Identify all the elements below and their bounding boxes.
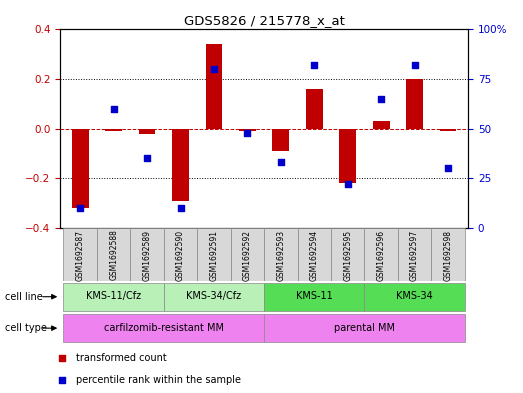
Text: percentile rank within the sample: percentile rank within the sample bbox=[76, 375, 241, 385]
Text: GSM1692587: GSM1692587 bbox=[76, 230, 85, 281]
Bar bbox=[97, 228, 130, 281]
Bar bbox=[231, 228, 264, 281]
Point bbox=[176, 205, 185, 211]
Bar bbox=[139, 129, 155, 134]
Bar bbox=[264, 228, 298, 281]
Text: GSM1692595: GSM1692595 bbox=[343, 230, 352, 281]
Text: GSM1692594: GSM1692594 bbox=[310, 230, 319, 281]
Bar bbox=[298, 228, 331, 281]
Bar bbox=[63, 283, 164, 311]
Bar bbox=[373, 121, 390, 129]
Point bbox=[76, 205, 84, 211]
Text: GSM1692589: GSM1692589 bbox=[143, 230, 152, 281]
Text: cell line: cell line bbox=[5, 292, 43, 302]
Bar bbox=[63, 228, 97, 281]
Bar bbox=[72, 129, 88, 208]
Bar bbox=[264, 314, 465, 342]
Bar bbox=[431, 228, 465, 281]
Bar bbox=[365, 283, 465, 311]
Point bbox=[310, 62, 319, 68]
Text: GSM1692597: GSM1692597 bbox=[410, 230, 419, 281]
Text: GDS5826 / 215778_x_at: GDS5826 / 215778_x_at bbox=[184, 14, 345, 27]
Bar bbox=[164, 283, 264, 311]
Bar bbox=[164, 228, 197, 281]
Bar bbox=[306, 89, 323, 129]
Text: GSM1692593: GSM1692593 bbox=[276, 230, 286, 281]
Text: KMS-11/Cfz: KMS-11/Cfz bbox=[86, 291, 141, 301]
Text: KMS-34/Cfz: KMS-34/Cfz bbox=[186, 291, 242, 301]
Text: KMS-11: KMS-11 bbox=[296, 291, 333, 301]
Bar bbox=[365, 228, 398, 281]
Point bbox=[411, 62, 419, 68]
Point bbox=[58, 355, 66, 362]
Point bbox=[58, 376, 66, 383]
Bar bbox=[239, 129, 256, 131]
Text: cell type: cell type bbox=[5, 323, 47, 333]
Bar bbox=[331, 228, 365, 281]
Text: transformed count: transformed count bbox=[76, 353, 167, 364]
Bar bbox=[105, 129, 122, 131]
Bar bbox=[206, 44, 222, 129]
Text: KMS-34: KMS-34 bbox=[396, 291, 433, 301]
Bar bbox=[398, 228, 431, 281]
Point bbox=[243, 130, 252, 136]
Text: GSM1692592: GSM1692592 bbox=[243, 230, 252, 281]
Point bbox=[210, 66, 218, 72]
Bar bbox=[440, 129, 457, 131]
Text: GSM1692591: GSM1692591 bbox=[209, 230, 219, 281]
Bar bbox=[272, 129, 289, 151]
Bar bbox=[63, 314, 264, 342]
Bar bbox=[130, 228, 164, 281]
Bar bbox=[339, 129, 356, 183]
Point bbox=[377, 96, 385, 102]
Bar bbox=[406, 79, 423, 129]
Text: parental MM: parental MM bbox=[334, 323, 395, 332]
Point bbox=[444, 165, 452, 171]
Bar bbox=[172, 129, 189, 201]
Point bbox=[277, 159, 285, 165]
Text: GSM1692596: GSM1692596 bbox=[377, 230, 385, 281]
Point bbox=[143, 155, 151, 162]
Point bbox=[344, 181, 352, 187]
Point bbox=[109, 106, 118, 112]
Text: GSM1692598: GSM1692598 bbox=[444, 230, 452, 281]
Text: carfilzomib-resistant MM: carfilzomib-resistant MM bbox=[104, 323, 224, 332]
Text: GSM1692590: GSM1692590 bbox=[176, 230, 185, 281]
Bar bbox=[264, 283, 365, 311]
Text: GSM1692588: GSM1692588 bbox=[109, 230, 118, 281]
Bar bbox=[197, 228, 231, 281]
